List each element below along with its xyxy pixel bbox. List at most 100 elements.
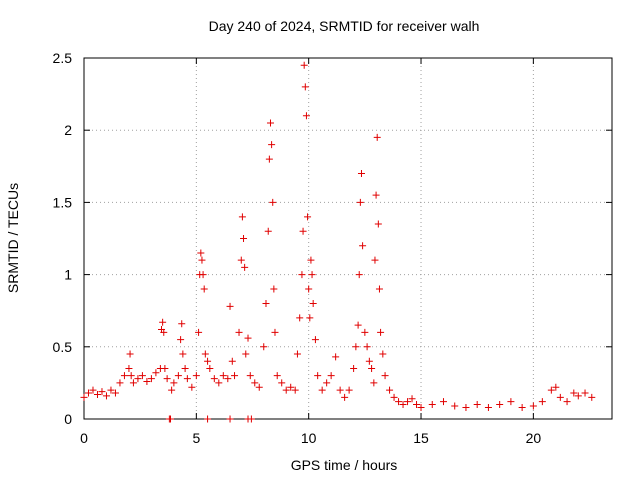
data-point xyxy=(242,350,250,358)
data-point xyxy=(268,141,276,149)
data-point xyxy=(308,271,316,279)
data-point xyxy=(129,379,137,387)
data-point xyxy=(183,375,191,383)
data-point xyxy=(116,379,124,387)
data-point xyxy=(80,393,88,401)
data-point xyxy=(270,285,278,293)
data-point xyxy=(262,299,270,307)
data-point xyxy=(588,393,596,401)
data-point xyxy=(361,328,369,336)
data-point xyxy=(210,375,218,383)
y-tick-labels: 0 0.5 1 1.5 2 2.5 xyxy=(53,50,73,427)
data-point xyxy=(192,372,200,380)
data-point xyxy=(247,415,255,423)
data-point xyxy=(556,393,564,401)
data-point xyxy=(462,403,470,411)
data-point xyxy=(309,299,317,307)
y-tick-label: 0 xyxy=(64,411,72,427)
data-point xyxy=(287,383,295,391)
data-point xyxy=(291,386,299,394)
data-point xyxy=(260,343,268,351)
data-point xyxy=(237,256,245,264)
data-point xyxy=(341,393,349,401)
data-point xyxy=(84,389,92,397)
data-point xyxy=(374,220,382,228)
data-point xyxy=(200,285,208,293)
data-point xyxy=(408,395,416,403)
data-point xyxy=(199,271,207,279)
data-point xyxy=(177,336,185,344)
data-point xyxy=(302,112,310,120)
y-tick-label: 1 xyxy=(64,267,72,283)
data-point xyxy=(127,372,135,380)
data-point xyxy=(473,401,481,409)
data-point xyxy=(365,357,373,365)
data-point xyxy=(111,389,119,397)
data-points xyxy=(80,61,596,423)
data-point xyxy=(204,415,212,423)
data-point xyxy=(307,256,315,264)
data-point xyxy=(181,364,189,372)
x-tick-label: 5 xyxy=(192,430,200,446)
x-tick-label: 15 xyxy=(413,430,429,446)
data-point xyxy=(120,372,128,380)
data-point xyxy=(371,256,379,264)
data-point xyxy=(265,155,273,163)
data-point xyxy=(126,350,134,358)
data-point xyxy=(178,320,186,328)
data-point xyxy=(143,377,151,385)
data-point xyxy=(271,328,279,336)
data-point xyxy=(188,383,196,391)
data-point xyxy=(159,318,167,326)
data-point xyxy=(357,170,365,178)
data-point xyxy=(226,415,234,423)
data-point xyxy=(197,249,205,257)
data-point xyxy=(359,242,367,250)
data-point xyxy=(413,401,421,409)
data-point xyxy=(226,302,234,310)
data-point xyxy=(174,372,182,380)
x-tick-label: 10 xyxy=(301,430,317,446)
data-point xyxy=(305,285,313,293)
data-point xyxy=(296,314,304,322)
plot-frame xyxy=(83,57,613,420)
data-point xyxy=(390,393,398,401)
data-point xyxy=(314,372,322,380)
data-point xyxy=(336,386,344,394)
data-point xyxy=(241,263,249,271)
data-point xyxy=(235,328,243,336)
data-point xyxy=(350,364,358,372)
data-point xyxy=(89,386,97,394)
x-axis-label: GPS time / hours xyxy=(291,457,398,473)
data-point xyxy=(204,357,212,365)
data-point xyxy=(300,61,308,69)
data-point xyxy=(102,392,110,400)
data-point xyxy=(323,379,331,387)
data-point xyxy=(278,379,286,387)
data-point xyxy=(373,133,381,141)
data-point xyxy=(529,402,537,410)
data-point xyxy=(399,401,407,409)
data-point xyxy=(244,334,252,342)
data-point xyxy=(375,285,383,293)
data-point xyxy=(201,350,209,358)
grid xyxy=(84,58,612,419)
data-point xyxy=(255,383,263,391)
data-point xyxy=(195,328,203,336)
data-point xyxy=(93,390,101,398)
data-point xyxy=(404,398,412,406)
data-point xyxy=(198,256,206,264)
data-point xyxy=(138,372,146,380)
chart-title: Day 240 of 2024, SRMTID for receiver wal… xyxy=(209,18,480,34)
y-tick-label: 2.5 xyxy=(53,50,73,66)
data-point xyxy=(372,191,380,199)
data-point xyxy=(251,379,259,387)
data-point xyxy=(345,386,353,394)
y-tick-label: 0.5 xyxy=(53,339,73,355)
data-point xyxy=(355,271,363,279)
data-point xyxy=(240,235,248,242)
data-point xyxy=(451,402,459,410)
data-point xyxy=(574,392,582,400)
